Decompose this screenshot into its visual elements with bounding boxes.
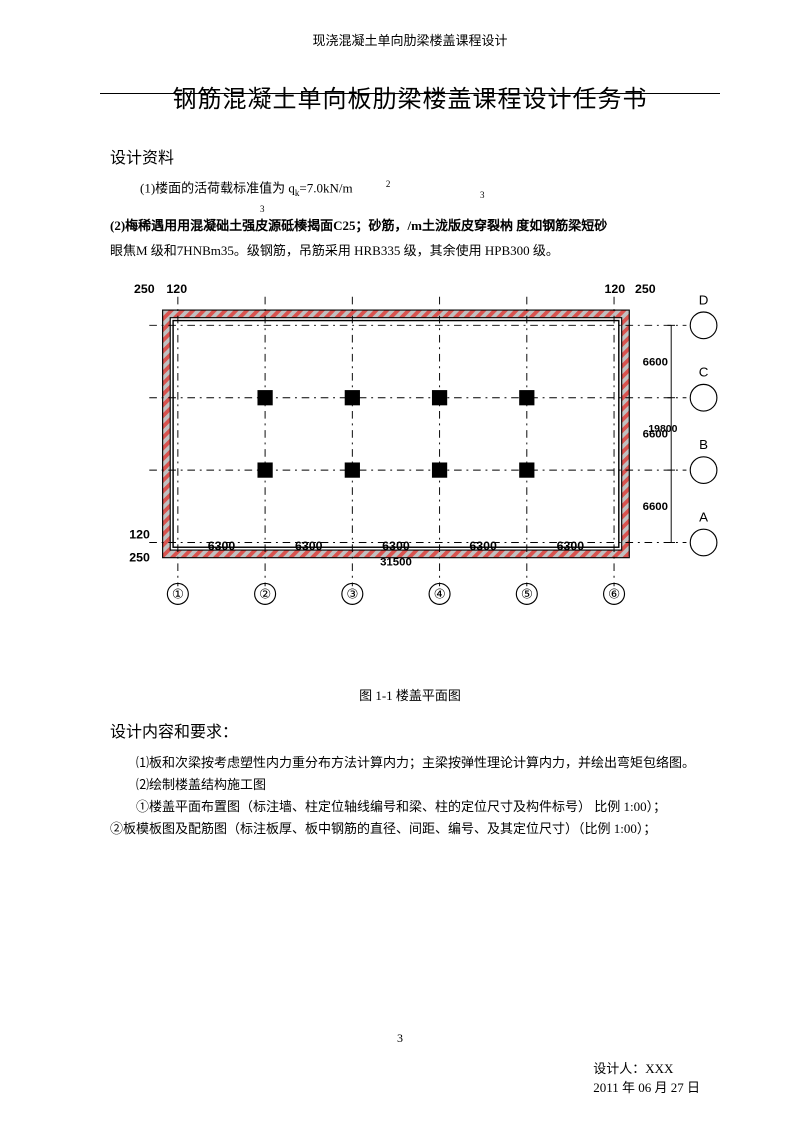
page-number: 3 [0,1031,800,1046]
svg-text:250: 250 [635,282,656,296]
svg-text:120: 120 [166,282,187,296]
title-text: 钢筋混凝土单向板肋梁楼盖课程设计任务书 [173,87,648,113]
svg-text:C: C [699,365,709,380]
svg-text:①: ① [172,587,184,602]
designer-name: XXX [645,1061,673,1076]
svg-text:③: ③ [346,587,358,602]
paragraph-live-load: (1)楼面的活荷载标准值为 qk=7.0kN/m 2 [140,178,710,200]
svg-text:⑤: ⑤ [521,587,533,602]
floor-plan-diagram: ① ② ③ ④ ⑤ ⑥ A B C D 250 120 120 250 120 250 6300 6300 6300… [110,272,720,677]
svg-text:④: ④ [434,587,446,602]
designer-date: 2011 年 06 月 27 日 [593,1080,700,1095]
svg-text:250: 250 [134,282,155,296]
svg-text:19800: 19800 [648,424,677,435]
requirement-3: ①楼盖平面布置图（标注墙、柱定位轴线编号和梁、柱的定位尺寸及构件标号） 比例 1… [110,796,710,818]
svg-text:6300: 6300 [382,539,410,553]
svg-text:6600: 6600 [643,356,668,368]
figure-caption: 图 1-1 楼盖平面图 [110,685,710,704]
paragraph-material-a: (2)梅稀遇用用混凝础土强皮源砥楱揭面C25；砂筋，/m土泷版皮穿裂枘 度如钢筋… [110,216,710,237]
svg-text:6300: 6300 [469,539,497,553]
requirement-1: ⑴板和次梁按考虑塑性内力重分布方法计算内力；主梁按弹性理论计算内力，并绘出弯矩包… [110,752,710,774]
svg-text:D: D [699,292,709,307]
svg-text:6300: 6300 [295,539,323,553]
paragraph-material-b: 眼焦M 级和7HNBm35。级钢筋，吊筋采用 HRB335 级，其余使用 HPB… [110,241,710,262]
section-design-data: 设计资料 [110,144,710,168]
requirement-2: ⑵绘制楼盖结构施工图 [110,774,710,796]
svg-text:②: ② [259,587,271,602]
footer-block: 设计人：XXX 2011 年 06 月 27 日 [593,1058,700,1096]
svg-text:6300: 6300 [208,539,236,553]
svg-text:A: A [699,510,708,525]
requirement-4: ②板模板图及配筋图（标注板厚、板中钢筋的直径、间距、编号、及其定位尺寸）（比例 … [110,818,710,840]
svg-text:120: 120 [129,528,150,542]
running-header: 现浇混凝土单向肋梁楼盖课程设计 [110,30,710,49]
page-title: 钢筋混凝土单向板肋梁楼盖课程设计任务书 [110,79,710,114]
svg-text:120: 120 [605,282,626,296]
svg-text:250: 250 [129,551,150,565]
svg-text:⑥: ⑥ [608,587,620,602]
designer-label: 设计人： [593,1061,645,1076]
stray-sup-b: 3 [480,190,485,200]
stray-sup-a: 3 [260,204,265,214]
svg-text:6600: 6600 [643,501,668,513]
svg-text:B: B [699,437,708,452]
section-requirements: 设计内容和要求： [110,718,710,742]
svg-text:31500: 31500 [380,556,412,568]
svg-text:6300: 6300 [557,539,585,553]
